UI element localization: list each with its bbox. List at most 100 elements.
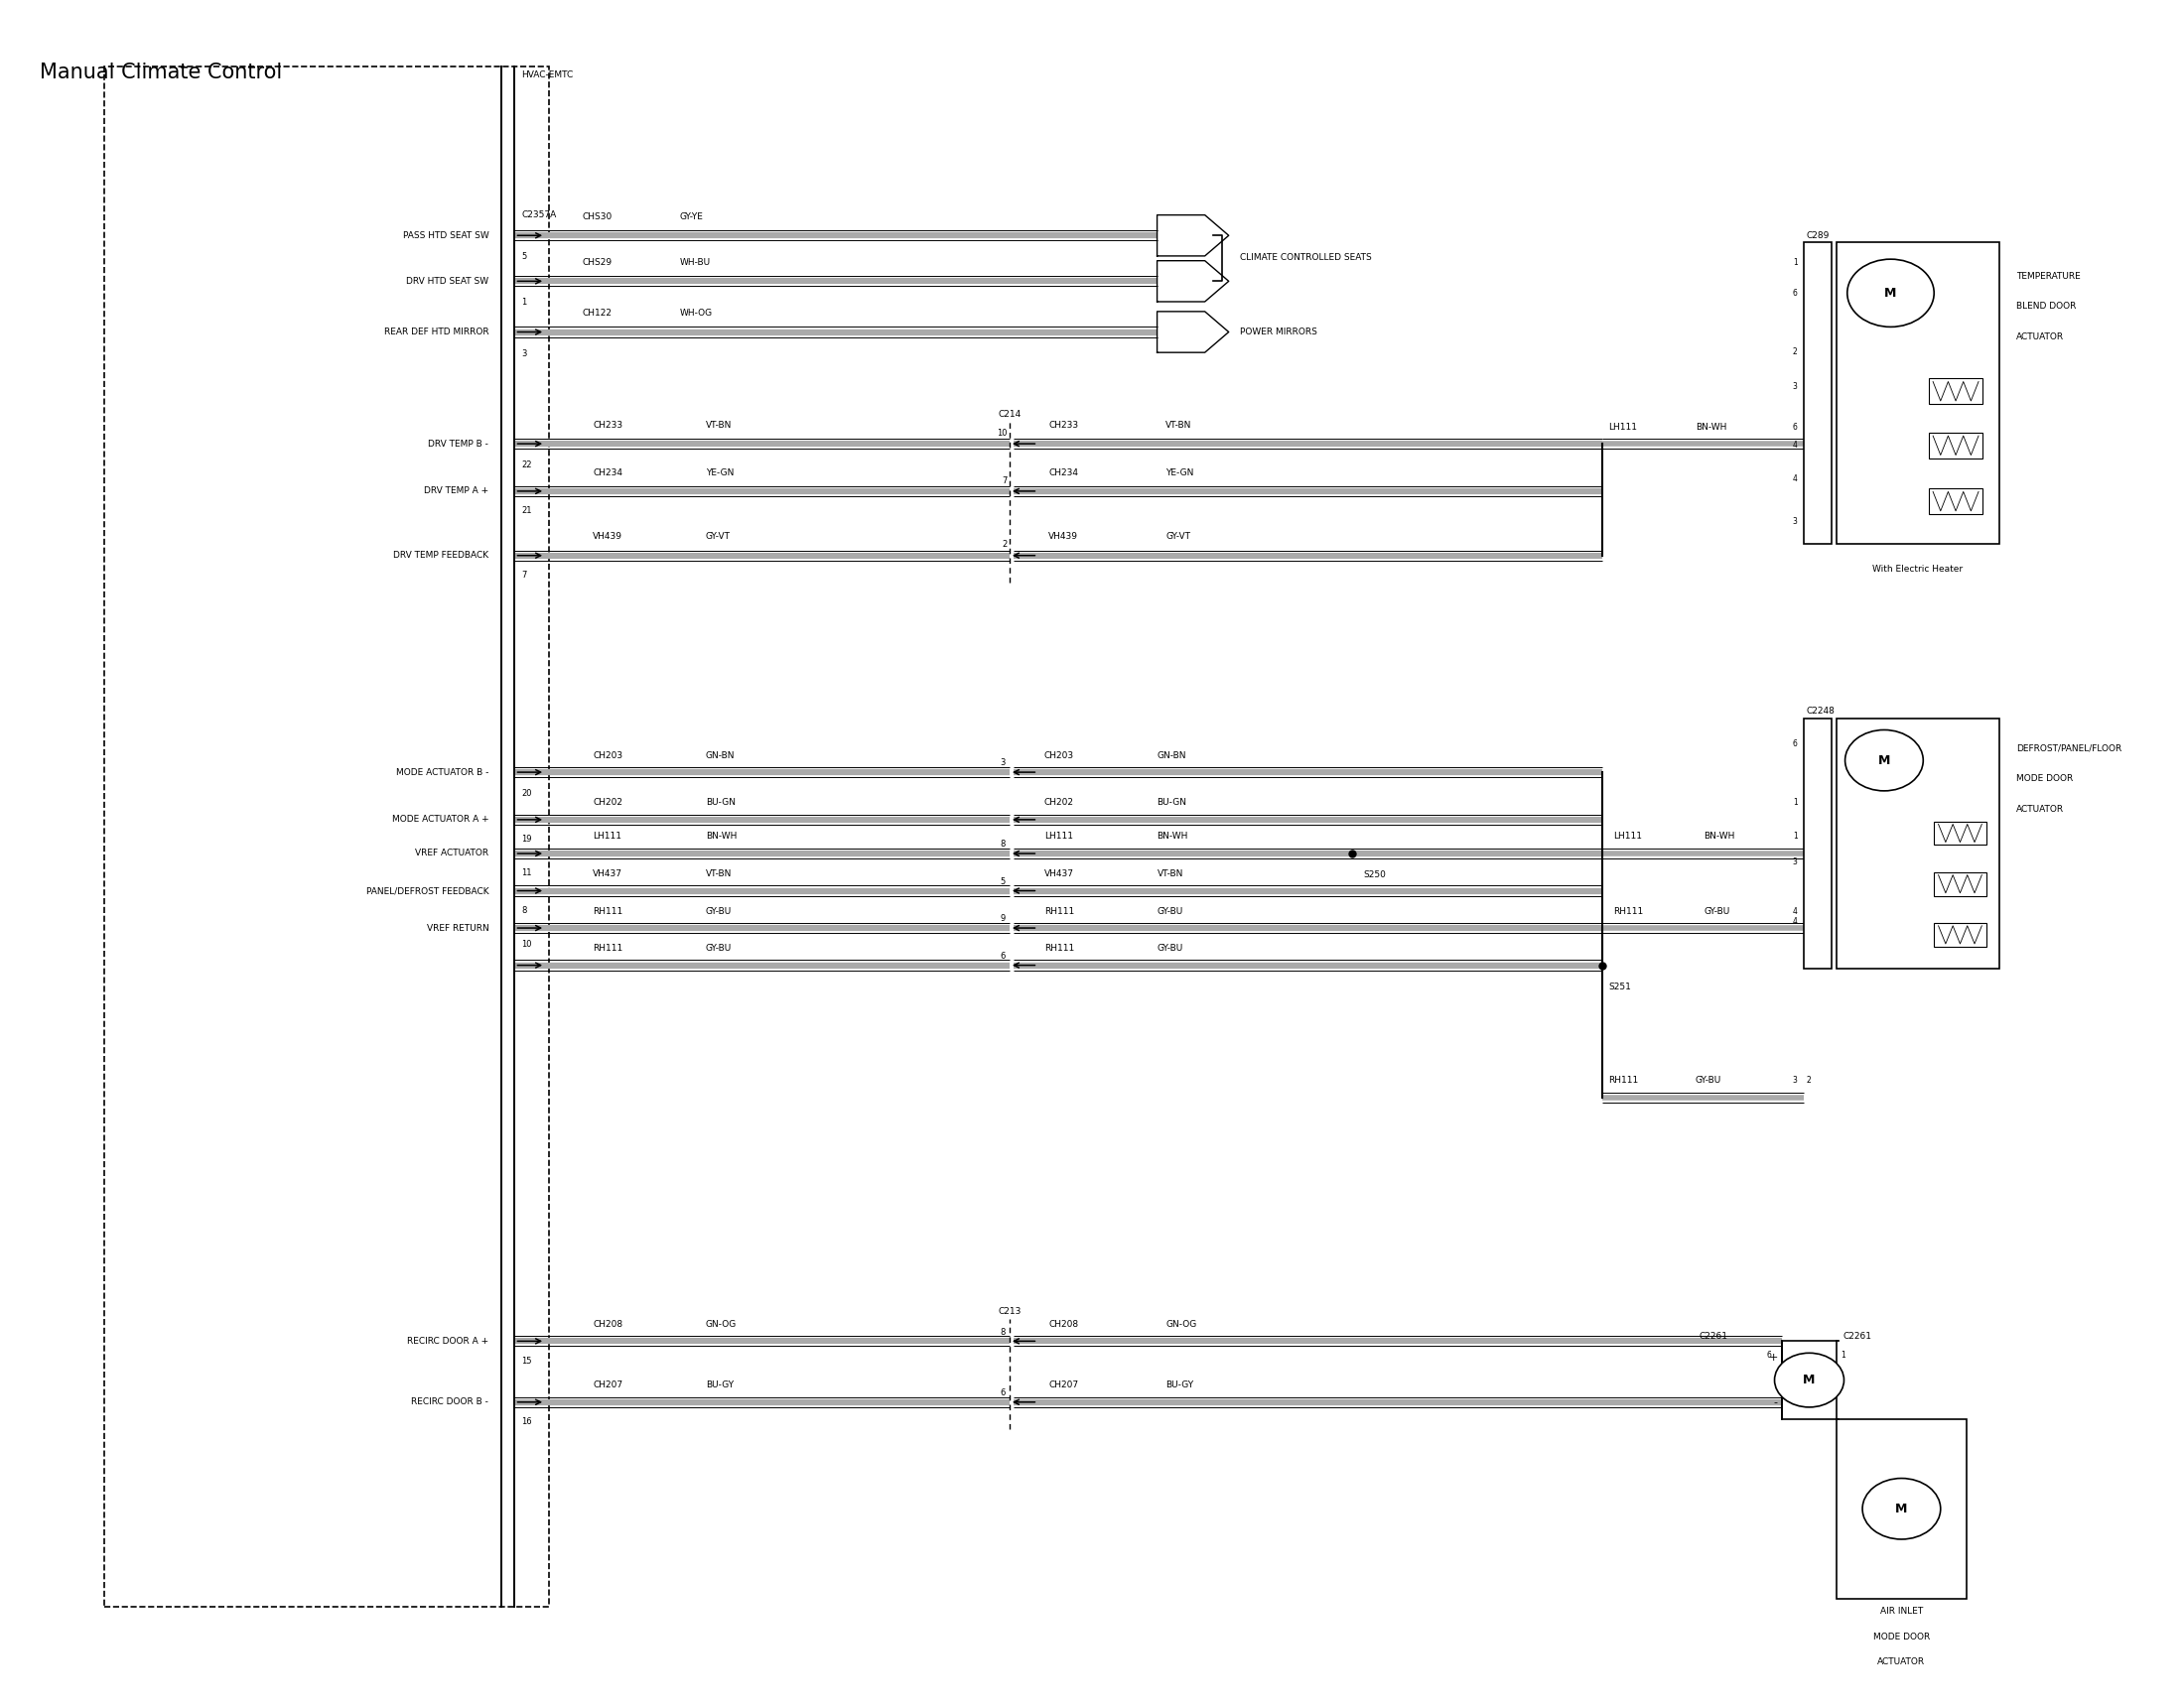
Text: CH234: CH234: [1048, 468, 1079, 476]
Text: 10: 10: [522, 941, 531, 949]
Text: 1: 1: [1839, 739, 1843, 748]
Text: 3: 3: [1793, 1075, 1797, 1086]
Text: GY-VT: GY-VT: [705, 533, 729, 541]
Text: DEFROST/PANEL/FLOOR: DEFROST/PANEL/FLOOR: [2016, 744, 2123, 753]
Text: 3: 3: [1839, 517, 1843, 526]
Bar: [1804, 719, 1832, 968]
Text: POWER MIRRORS: POWER MIRRORS: [1241, 328, 1317, 336]
Text: 3: 3: [1793, 382, 1797, 391]
Text: S251: S251: [1607, 982, 1631, 992]
Text: 7: 7: [522, 570, 526, 580]
Text: BU-GN: BU-GN: [1158, 799, 1186, 807]
Text: GY-BU: GY-BU: [1158, 944, 1184, 953]
Text: LH111: LH111: [1044, 831, 1072, 842]
Text: 20: 20: [522, 789, 531, 799]
Text: 8: 8: [1000, 1328, 1005, 1337]
Text: VH437: VH437: [592, 869, 622, 879]
Text: 16: 16: [522, 1417, 531, 1427]
Text: DRV TEMP B -: DRV TEMP B -: [428, 439, 489, 449]
Text: GN-BN: GN-BN: [1158, 751, 1186, 760]
Text: ACTUATOR: ACTUATOR: [2016, 806, 2064, 814]
Text: C2357A: C2357A: [522, 210, 557, 220]
Text: M: M: [1878, 754, 1891, 766]
Text: 8: 8: [522, 906, 526, 915]
Text: CH203: CH203: [592, 751, 622, 760]
Bar: [1804, 242, 1832, 543]
Text: 6: 6: [1793, 288, 1797, 297]
Text: RH111: RH111: [1044, 906, 1075, 915]
Text: REAR DEF HTD MIRROR: REAR DEF HTD MIRROR: [384, 328, 489, 336]
Bar: [1928, 488, 1983, 514]
Text: AIR INLET: AIR INLET: [1880, 1606, 1922, 1617]
Text: MODE ACTUATOR A +: MODE ACTUATOR A +: [391, 816, 489, 824]
Bar: [1928, 434, 1983, 457]
Text: 2: 2: [1839, 799, 1843, 807]
Bar: [1837, 719, 1998, 968]
Text: YE-GN: YE-GN: [705, 468, 734, 476]
Text: GY-BU: GY-BU: [705, 944, 732, 953]
Text: 4: 4: [1806, 906, 1811, 915]
Text: GN-OG: GN-OG: [1166, 1320, 1197, 1328]
Bar: [1935, 821, 1985, 845]
Text: MODE DOOR: MODE DOOR: [2016, 775, 2073, 784]
Text: 4: 4: [1839, 440, 1843, 451]
Text: DRV TEMP FEEDBACK: DRV TEMP FEEDBACK: [393, 551, 489, 560]
Text: With Electric Heater: With Electric Heater: [1872, 565, 1963, 574]
Text: RH111: RH111: [1607, 1075, 1638, 1086]
Text: 6: 6: [1767, 1350, 1771, 1359]
Circle shape: [1845, 731, 1924, 790]
Text: 1: 1: [1841, 1350, 1845, 1359]
Text: GY-BU: GY-BU: [1158, 906, 1184, 915]
Text: WH-OG: WH-OG: [679, 309, 712, 318]
Text: CH202: CH202: [592, 799, 622, 807]
Text: Manual Climate Control: Manual Climate Control: [39, 63, 282, 82]
Text: CH122: CH122: [581, 309, 612, 318]
Text: C214: C214: [998, 410, 1022, 418]
Text: 6: 6: [1793, 739, 1797, 748]
Circle shape: [1863, 1478, 1942, 1540]
Bar: [1935, 872, 1985, 896]
Text: WH-BU: WH-BU: [679, 258, 710, 266]
Text: M: M: [1885, 287, 1896, 299]
Text: 8: 8: [1000, 840, 1005, 848]
Text: VH439: VH439: [592, 533, 622, 541]
Text: BU-GY: BU-GY: [1166, 1381, 1195, 1389]
Text: 21: 21: [522, 507, 531, 516]
Text: 1: 1: [1793, 831, 1797, 842]
Text: VH437: VH437: [1044, 869, 1075, 879]
Text: 1: 1: [1806, 422, 1811, 432]
Text: RH111: RH111: [592, 906, 622, 915]
Text: VREF ACTUATOR: VREF ACTUATOR: [415, 848, 489, 859]
Text: CH233: CH233: [592, 420, 622, 430]
Text: 10: 10: [996, 428, 1007, 437]
Text: GY-BU: GY-BU: [1704, 906, 1730, 915]
Text: YE-GN: YE-GN: [1166, 468, 1195, 476]
Text: PANEL/DEFROST FEEDBACK: PANEL/DEFROST FEEDBACK: [367, 886, 489, 894]
Text: C2248: C2248: [1806, 707, 1835, 715]
Text: BU-GN: BU-GN: [705, 799, 736, 807]
Text: BN-WH: BN-WH: [1695, 422, 1728, 432]
Text: 3: 3: [1839, 382, 1843, 391]
Text: 5: 5: [1000, 877, 1005, 886]
Text: CHS30: CHS30: [581, 212, 612, 222]
Text: 2: 2: [1806, 1075, 1811, 1086]
Text: RECIRC DOOR A +: RECIRC DOOR A +: [406, 1337, 489, 1345]
Text: 4: 4: [1793, 917, 1797, 925]
Bar: [1935, 923, 1985, 947]
Text: CH207: CH207: [1048, 1381, 1079, 1389]
Text: 6: 6: [1000, 953, 1005, 961]
Text: C2261: C2261: [1699, 1331, 1728, 1340]
Text: CHS29: CHS29: [581, 258, 612, 266]
Text: 1: 1: [1793, 258, 1797, 266]
Text: 2: 2: [1839, 348, 1843, 357]
Text: GY-BU: GY-BU: [705, 906, 732, 915]
Text: LH111: LH111: [592, 831, 622, 842]
Text: 6: 6: [1000, 1388, 1005, 1398]
Text: M: M: [1804, 1374, 1815, 1386]
Text: 3: 3: [1839, 857, 1843, 867]
Text: C213: C213: [998, 1308, 1022, 1316]
Text: 4: 4: [1839, 475, 1843, 483]
Text: CH233: CH233: [1048, 420, 1079, 430]
Text: 4: 4: [1793, 440, 1797, 451]
Text: RECIRC DOOR B -: RECIRC DOOR B -: [411, 1398, 489, 1407]
